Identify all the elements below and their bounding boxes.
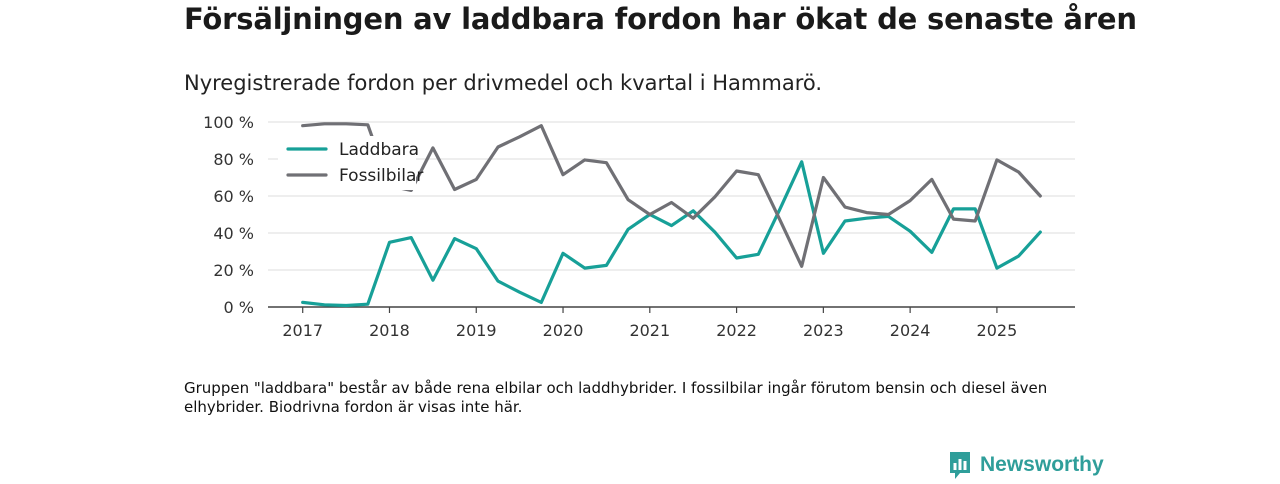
x-tick-label: 2021 — [629, 321, 670, 340]
x-tick-label: 2024 — [890, 321, 931, 340]
x-tick-label: 2020 — [543, 321, 584, 340]
brand-name: Newsworthy — [980, 453, 1104, 476]
x-tick-label: 2022 — [716, 321, 757, 340]
series-line-laddbara — [301, 160, 1042, 308]
y-tick-label: 100 % — [203, 113, 254, 132]
x-tick-label: 2023 — [803, 321, 844, 340]
y-tick-label: 0 % — [224, 298, 254, 317]
x-tick-label: 2025 — [977, 321, 1018, 340]
footnote: Gruppen "laddbara" består av både rena e… — [184, 379, 1048, 416]
x-tick-label: 2019 — [456, 321, 497, 340]
y-tick-label: 60 % — [213, 187, 254, 206]
x-tick-label: 2017 — [282, 321, 323, 340]
series-line-fossilbilar — [301, 122, 1042, 268]
y-tick-label: 40 % — [213, 224, 254, 243]
chart-subtitle: Nyregistrerade fordon per drivmedel och … — [184, 71, 823, 95]
x-tick-label: 2018 — [369, 321, 410, 340]
legend-label-laddbara: Laddbara — [339, 140, 419, 160]
legend-background — [278, 136, 416, 190]
y-tick-label: 80 % — [213, 150, 254, 169]
y-tick-label: 20 % — [213, 261, 254, 280]
chart-title: Försäljningen av laddbara fordon har öka… — [184, 2, 1137, 36]
legend-label-fossilbilar: Fossilbilar — [339, 166, 423, 186]
brand-logo[interactable]: Newsworthy — [948, 450, 1104, 480]
newsworthy-logo-icon — [950, 452, 970, 479]
